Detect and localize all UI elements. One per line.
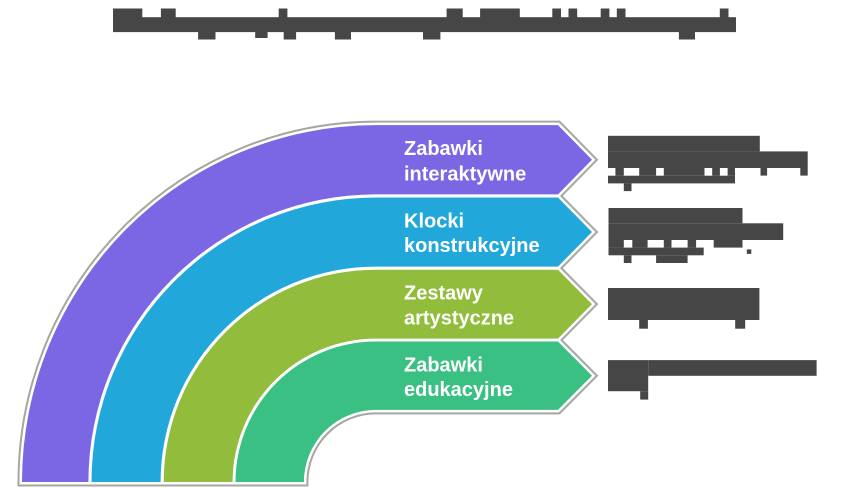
svg-text:edukacyjne: edukacyjne bbox=[404, 379, 513, 401]
svg-text:konstrukcyjne: konstrukcyjne bbox=[404, 235, 540, 257]
svg-text:Zabawki: Zabawki bbox=[404, 138, 483, 160]
svg-text:Zestawy: Zestawy bbox=[404, 283, 484, 305]
svg-text:artystyczne: artystyczne bbox=[404, 307, 514, 329]
svg-text:interaktywne: interaktywne bbox=[404, 163, 526, 185]
svg-text:Zabawki: Zabawki bbox=[404, 354, 483, 376]
svg-text:Klocki: Klocki bbox=[404, 211, 464, 233]
